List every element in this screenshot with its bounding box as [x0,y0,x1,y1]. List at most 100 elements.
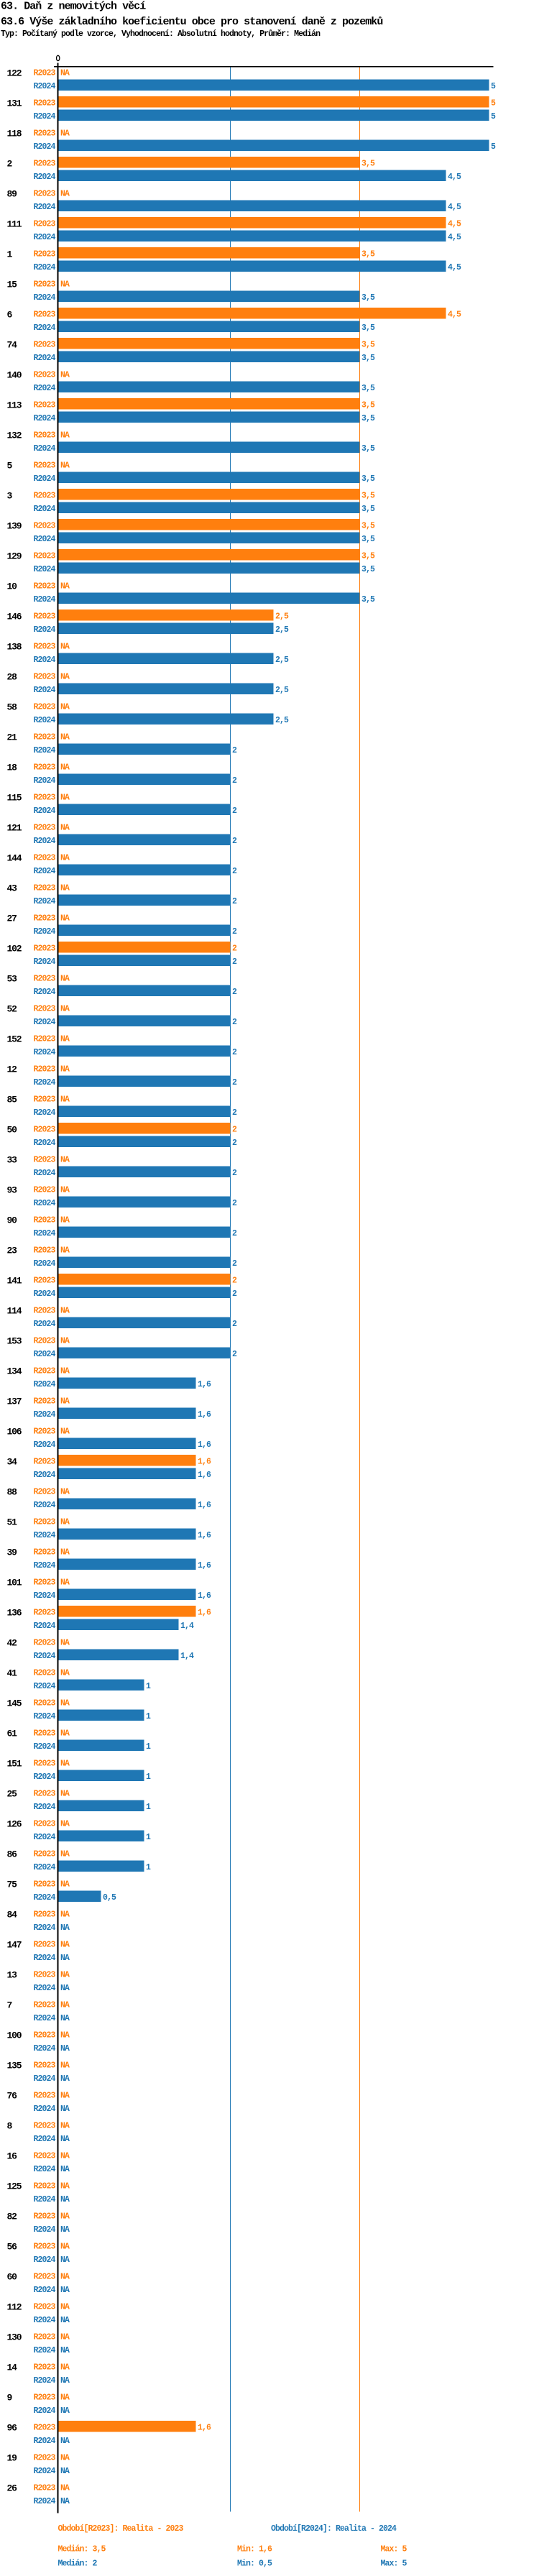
svg-text:26: 26 [7,2483,18,2494]
svg-text:115: 115 [7,793,22,804]
svg-text:R2024: R2024 [34,1622,56,1631]
svg-text:84: 84 [7,1910,18,1920]
svg-text:R2024: R2024 [34,2074,56,2084]
svg-text:NA: NA [60,2225,70,2235]
svg-text:60: 60 [7,2272,18,2283]
svg-text:NA: NA [60,2061,70,2071]
svg-text:R2024: R2024 [34,1803,56,1812]
svg-text:61: 61 [7,1729,18,1739]
svg-text:R2023: R2023 [34,1790,56,1799]
svg-text:2: 2 [232,1018,237,1027]
svg-text:R2023: R2023 [34,1729,56,1739]
svg-text:R2023: R2023 [34,582,56,592]
svg-text:122: 122 [7,68,22,79]
svg-text:21: 21 [7,732,18,743]
svg-text:42: 42 [7,1638,18,1649]
svg-text:NA: NA [60,824,70,833]
svg-text:NA: NA [60,2031,70,2041]
svg-text:93: 93 [7,1185,18,1196]
svg-text:5: 5 [491,112,496,121]
svg-text:R2024: R2024 [34,1471,56,1480]
svg-text:R2024: R2024 [34,1350,56,1359]
svg-text:R2023: R2023 [34,1518,56,1527]
svg-text:R2023: R2023 [34,99,56,109]
svg-text:R2023: R2023 [34,69,56,78]
svg-text:140: 140 [7,370,22,381]
svg-text:R2023: R2023 [34,1186,56,1195]
svg-text:9: 9 [7,2393,13,2404]
svg-text:NA: NA [60,1954,70,1963]
svg-text:R2024: R2024 [34,2014,56,2023]
svg-text:R2023: R2023 [34,884,56,893]
svg-text:NA: NA [60,1790,70,1799]
svg-text:NA: NA [60,1578,70,1588]
svg-text:1: 1 [146,1742,151,1752]
svg-text:R2024: R2024 [34,535,56,544]
svg-text:NA: NA [60,2014,70,2023]
svg-text:R2023: R2023 [34,1760,56,1769]
svg-text:1: 1 [146,1712,151,1721]
svg-text:R2023: R2023 [34,824,56,833]
svg-text:R2024: R2024 [34,82,56,91]
svg-text:R2024: R2024 [34,2044,56,2053]
svg-text:4,5: 4,5 [448,220,461,229]
svg-text:3,5: 3,5 [361,401,375,410]
svg-text:R2023: R2023 [34,492,56,501]
svg-text:R2024: R2024 [34,2437,56,2446]
svg-text:R2024: R2024 [34,2255,56,2265]
svg-text:NA: NA [60,2135,70,2144]
svg-text:85: 85 [7,1095,18,1105]
svg-text:R2023: R2023 [34,2303,56,2312]
svg-text:R2024: R2024 [34,1652,56,1661]
svg-text:R2023: R2023 [34,643,56,652]
svg-text:106: 106 [7,1427,22,1438]
svg-text:R2023: R2023 [34,1941,56,1950]
svg-text:132: 132 [7,431,22,441]
svg-text:136: 136 [7,1608,22,1619]
svg-text:R2024: R2024 [34,1229,56,1238]
svg-text:R2023: R2023 [34,1427,56,1437]
svg-text:NA: NA [60,1035,70,1044]
svg-text:R2023: R2023 [34,2424,56,2433]
svg-text:NA: NA [60,643,70,652]
svg-text:NA: NA [60,2273,70,2282]
svg-text:1,6: 1,6 [198,1531,211,1540]
svg-text:3,5: 3,5 [361,444,375,454]
svg-text:R2023: R2023 [34,220,56,229]
svg-text:R2024: R2024 [34,1048,56,1057]
svg-text:82: 82 [7,2212,18,2222]
svg-text:R2023: R2023 [34,1880,56,1890]
svg-text:63.6 Výše základního koeficien: 63.6 Výše základního koeficientu obce pr… [1,16,382,28]
svg-text:R2024: R2024 [34,776,56,786]
svg-text:R2024: R2024 [34,1138,56,1148]
svg-text:NA: NA [60,1820,70,1829]
svg-text:138: 138 [7,642,22,653]
svg-text:R2024: R2024 [34,957,56,967]
svg-text:R2024: R2024 [34,897,56,906]
svg-text:NA: NA [60,854,70,863]
svg-text:R2024: R2024 [34,203,56,212]
svg-text:NA: NA [60,129,70,139]
svg-text:56: 56 [7,2242,18,2253]
svg-text:NA: NA [60,1699,70,1708]
svg-text:139: 139 [7,521,22,532]
svg-text:R2024: R2024 [34,1259,56,1269]
svg-text:NA: NA [60,2092,70,2101]
svg-text:114: 114 [7,1306,22,1317]
svg-text:R2024: R2024 [34,1078,56,1087]
svg-text:1,6: 1,6 [198,1440,211,1450]
svg-text:16: 16 [7,2151,18,2162]
svg-text:Max: 5: Max: 5 [381,2559,407,2569]
svg-text:R2023: R2023 [34,250,56,259]
svg-text:2: 2 [232,1229,237,1238]
svg-text:145: 145 [7,1698,22,1709]
svg-text:R2023: R2023 [34,160,56,169]
svg-text:NA: NA [60,1427,70,1437]
svg-text:NA: NA [60,2346,70,2355]
svg-text:118: 118 [7,129,22,139]
svg-text:R2024: R2024 [34,1289,56,1299]
svg-text:NA: NA [60,2152,70,2161]
svg-text:R2023: R2023 [34,522,56,531]
svg-text:R2023: R2023 [34,1095,56,1105]
svg-text:2: 2 [232,806,237,816]
